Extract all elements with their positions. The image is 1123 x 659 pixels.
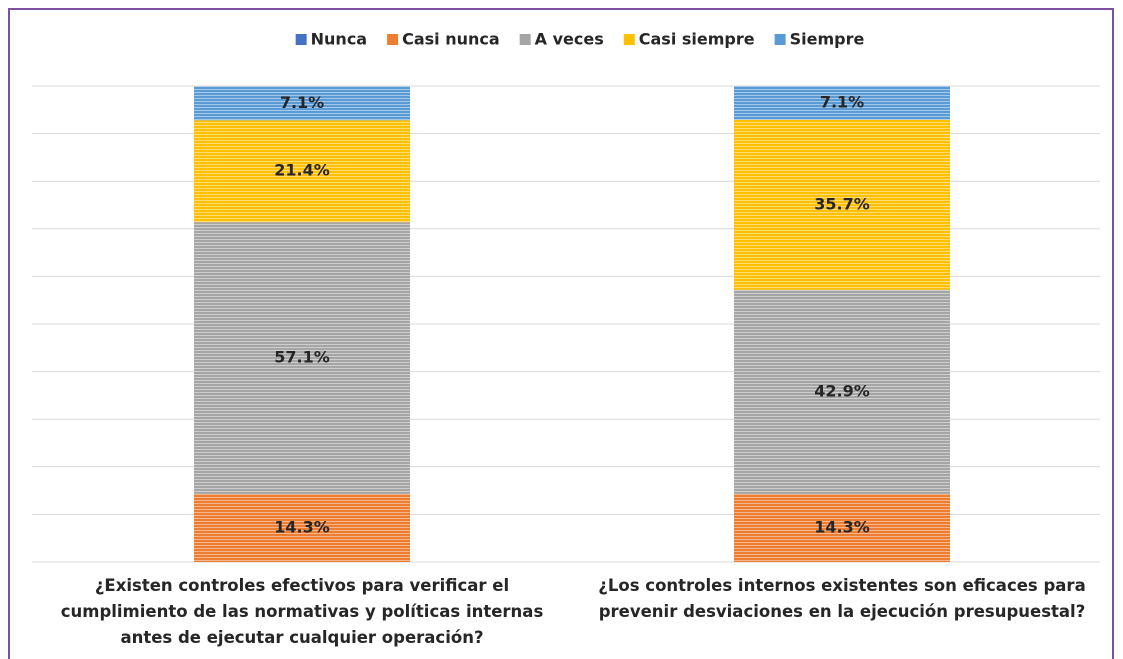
bar-segment [734, 289, 950, 494]
bar-segment [734, 493, 950, 562]
data-label: 57.1% [274, 348, 330, 367]
legend-swatch [519, 34, 531, 45]
data-label: 14.3% [814, 517, 870, 536]
bar-segment [734, 119, 950, 290]
data-label: 21.4% [274, 161, 330, 180]
legend-swatch [774, 34, 786, 45]
x-tick-label: ¿Existen controles efectivos para verifi… [60, 576, 544, 647]
x-tick-label: ¿Los controles internos existentes son e… [598, 576, 1086, 621]
bar-segment [194, 86, 410, 121]
data-label: 35.7% [814, 194, 870, 213]
legend-swatch [295, 34, 307, 45]
legend-label: Nunca [311, 30, 367, 49]
data-label: 42.9% [814, 381, 870, 400]
chart-frame [8, 8, 1114, 659]
legend-label: Siempre [790, 30, 865, 49]
legend-label: Casi siempre [639, 30, 755, 49]
bar-segment [194, 493, 410, 562]
bar-segment [734, 86, 950, 120]
bar-segment [194, 222, 410, 494]
legend-label: Casi nunca [402, 30, 500, 49]
data-label: 14.3% [274, 517, 330, 536]
data-label: 7.1% [280, 93, 324, 112]
data-label: 7.1% [820, 92, 864, 111]
legend-swatch [623, 34, 635, 45]
bar-segment [194, 120, 410, 223]
legend-swatch [387, 34, 399, 45]
legend-label: A veces [535, 30, 604, 49]
